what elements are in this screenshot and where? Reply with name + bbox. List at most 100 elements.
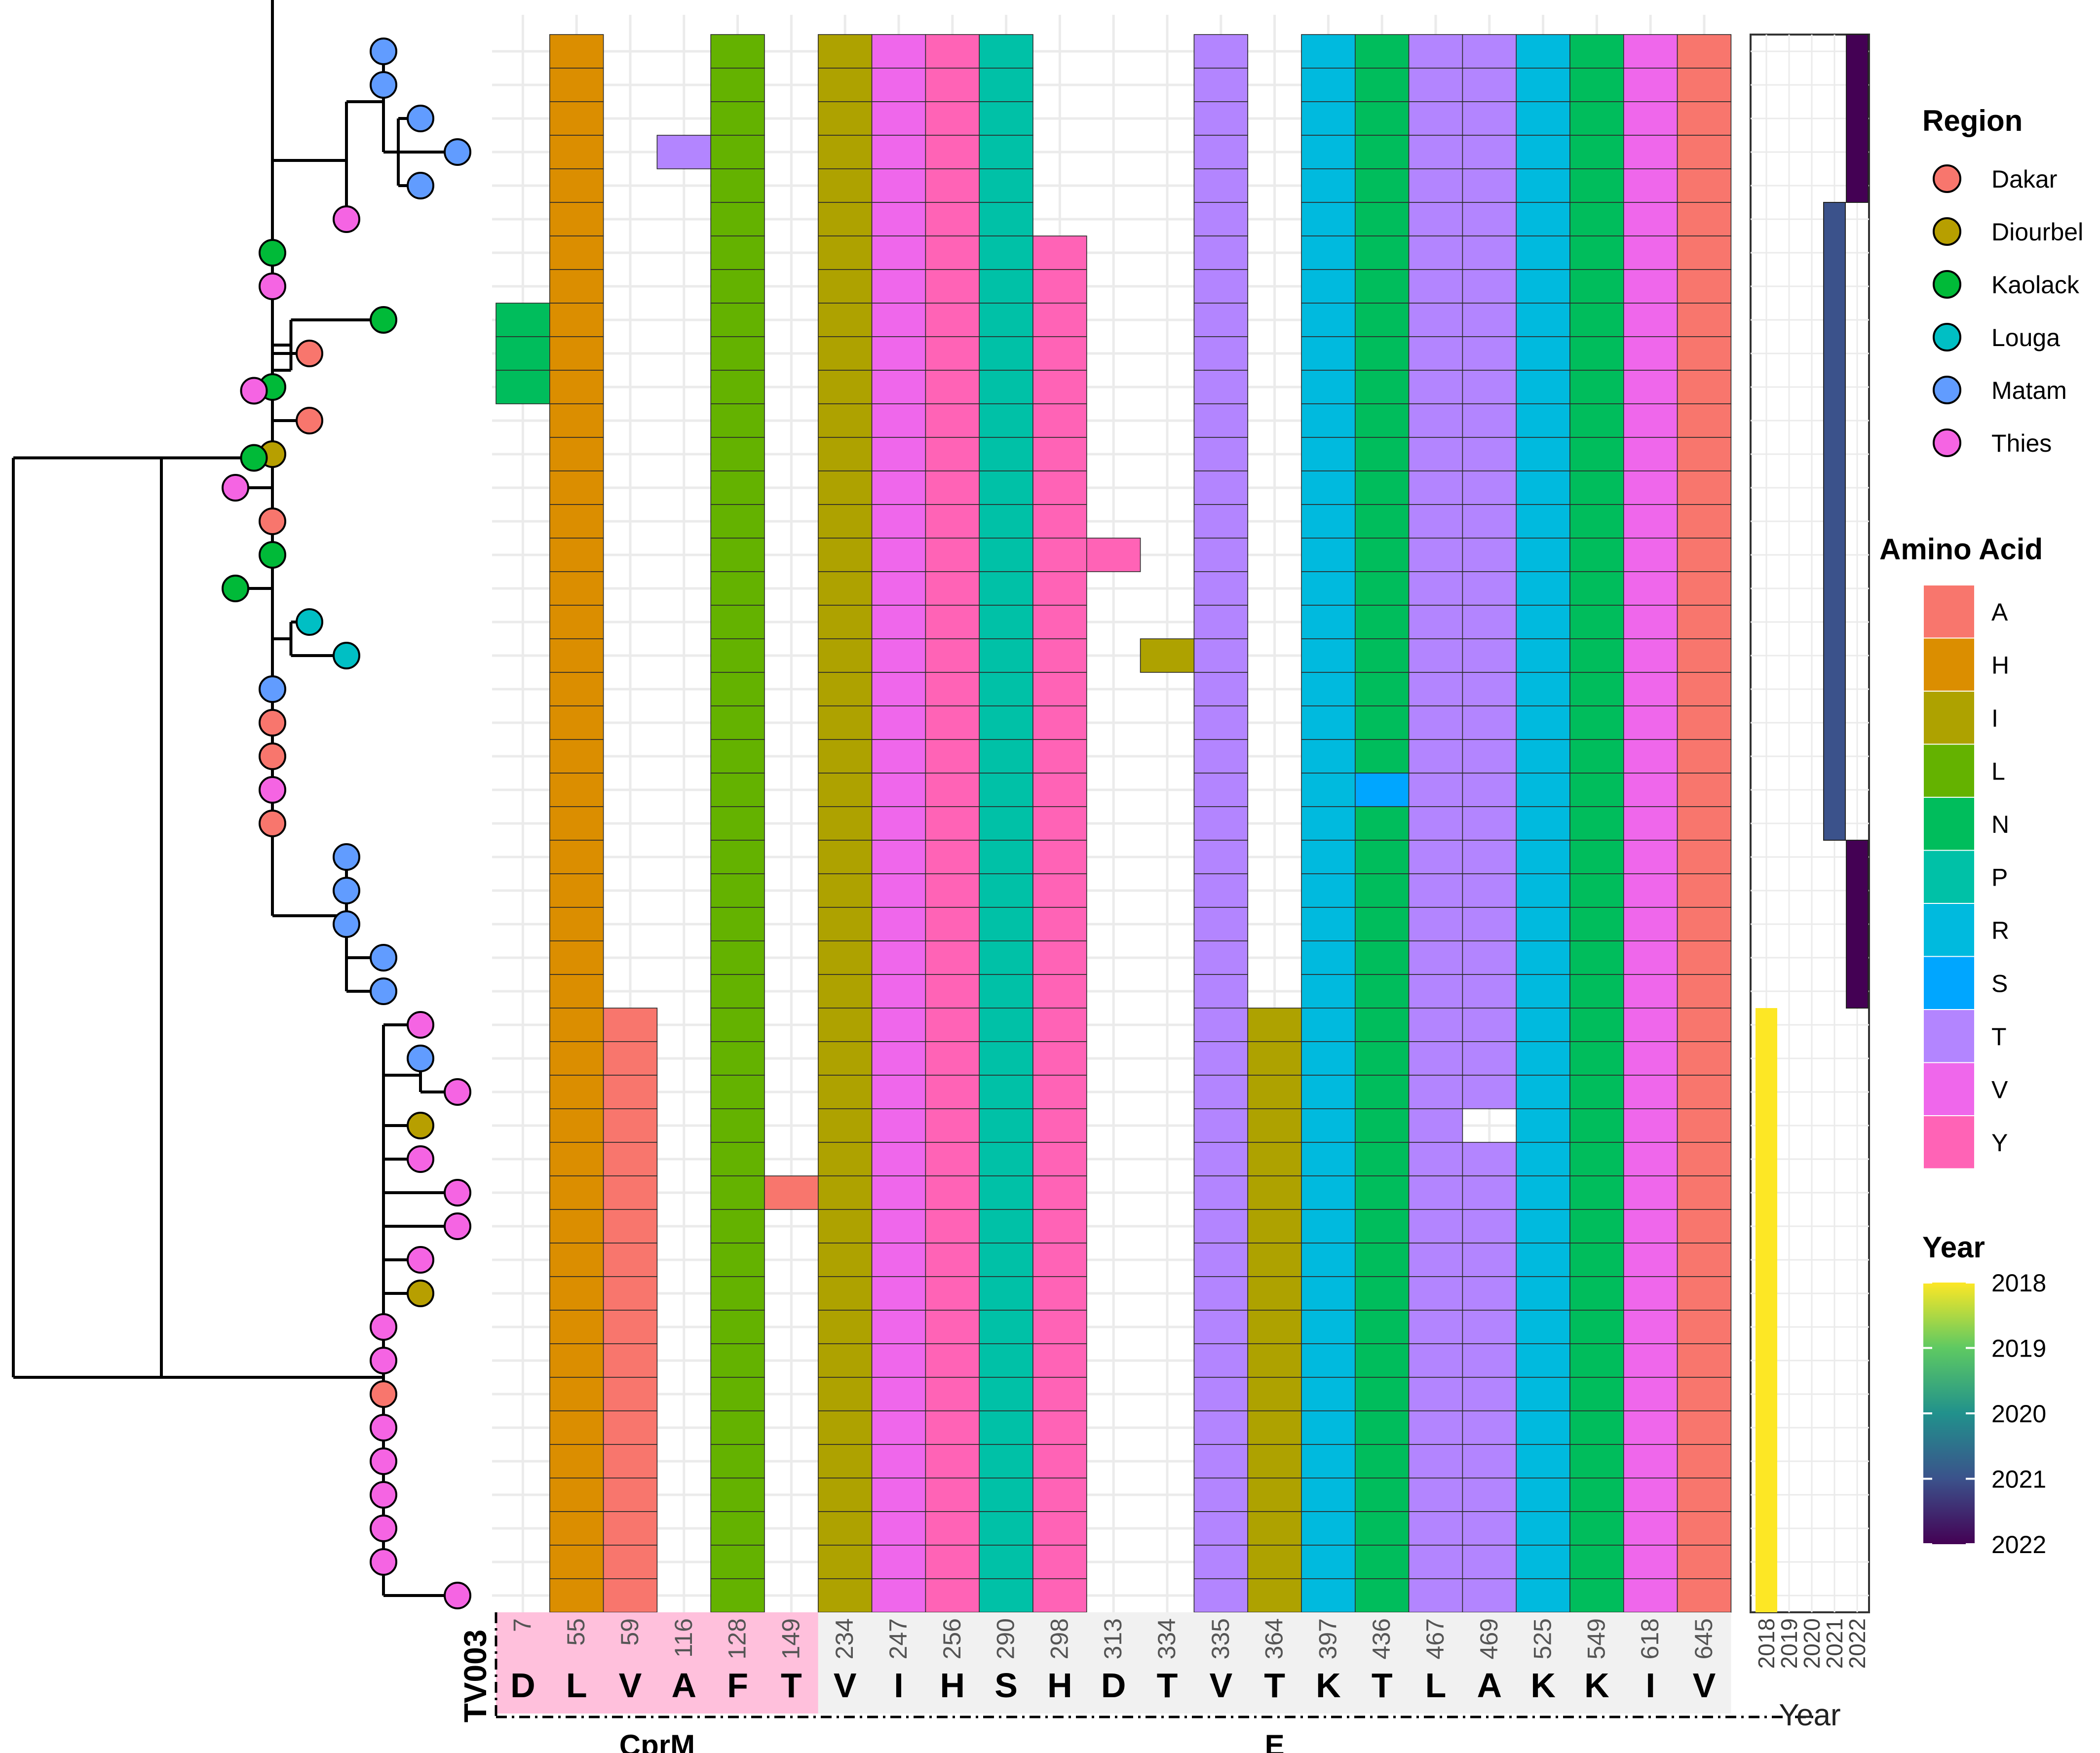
heatmap-cell <box>1247 1578 1302 1613</box>
heatmap-cell <box>1193 538 1248 572</box>
heatmap-cell <box>710 269 765 304</box>
heatmap-cell <box>1032 370 1087 404</box>
heatmap-cell <box>1247 1310 1302 1344</box>
heatmap-cell <box>1623 1310 1678 1344</box>
heatmap-cell <box>1193 336 1248 371</box>
heatmap-cell <box>603 1276 658 1311</box>
heatmap-cell <box>1301 470 1356 505</box>
heatmap-cell <box>979 437 1033 471</box>
heatmap-cell <box>1569 940 1624 975</box>
heatmap-cell <box>925 1108 980 1143</box>
heatmap-cell <box>818 34 873 69</box>
heatmap-cell <box>1569 1444 1624 1479</box>
heatmap-cell <box>710 940 765 975</box>
heatmap-cell <box>979 1578 1033 1613</box>
heatmap-cell <box>1462 403 1517 438</box>
tree-tip-matam <box>259 675 286 703</box>
heatmap-cell <box>1569 1108 1624 1143</box>
heatmap-cell <box>818 1276 873 1311</box>
heatmap-cell <box>603 1108 658 1143</box>
heatmap-cell <box>1193 1310 1248 1344</box>
position-tick-label: 55 <box>562 1618 590 1646</box>
year-bar <box>1846 34 1869 203</box>
heatmap-cell <box>1408 34 1463 69</box>
heatmap-cell <box>1677 705 1732 740</box>
heatmap-cell <box>1408 1478 1463 1512</box>
heatmap-cell <box>1355 269 1410 304</box>
reference-residue-label: I <box>1645 1666 1655 1705</box>
heatmap-cell <box>1516 873 1570 908</box>
heatmap-cell <box>925 68 980 102</box>
heatmap-cell <box>1623 403 1678 438</box>
heatmap-cell <box>1677 1108 1732 1143</box>
heatmap-cell <box>1355 470 1410 505</box>
heatmap-cell <box>1355 605 1410 639</box>
reference-residue-label: H <box>940 1666 965 1705</box>
heatmap-cell <box>979 1478 1033 1512</box>
position-tick-label: 467 <box>1421 1618 1449 1659</box>
heatmap-cell <box>710 1578 765 1613</box>
heatmap-cell <box>1569 1310 1624 1344</box>
year-tick-label: 2021 <box>1822 1618 1847 1669</box>
heatmap-cell <box>925 907 980 941</box>
tree-tip-kaolack <box>259 239 286 267</box>
heatmap-cell <box>1355 1410 1410 1445</box>
heatmap-cell <box>1677 940 1732 975</box>
heatmap-cell <box>710 571 765 606</box>
position-tick-label: 7 <box>508 1618 536 1632</box>
heatmap-cell <box>871 873 926 908</box>
heatmap-cell <box>1247 1276 1302 1311</box>
heatmap-cell <box>1193 1142 1248 1176</box>
region-legend-swatch <box>1933 323 1961 351</box>
heatmap-cell <box>871 135 926 169</box>
heatmap-cell <box>871 1545 926 1579</box>
heatmap-cell <box>710 974 765 1009</box>
heatmap-cell <box>1032 504 1087 539</box>
heatmap-cell <box>710 1276 765 1311</box>
heatmap-cell <box>1623 504 1678 539</box>
position-tick-label: 128 <box>724 1618 751 1659</box>
heatmap-cell <box>979 1142 1033 1176</box>
heatmap-cell <box>1462 1410 1517 1445</box>
heatmap-cell <box>1516 235 1570 270</box>
heatmap-cell <box>1462 437 1517 471</box>
reference-residue-label: T <box>1264 1666 1285 1705</box>
heatmap-cell <box>1247 1511 1302 1546</box>
tree-tip-thies <box>444 1582 471 1609</box>
heatmap-cell <box>1462 202 1517 236</box>
heatmap-cell <box>1032 1545 1087 1579</box>
tree-tip-kaolack <box>370 306 397 334</box>
heatmap-cell <box>1355 101 1410 136</box>
reference-residue-label: D <box>510 1666 535 1705</box>
heatmap-cell <box>1569 235 1624 270</box>
region-legend-label: Kaolack <box>1991 271 2080 299</box>
heatmap-cell <box>1623 873 1678 908</box>
heatmap-cell <box>1032 1108 1087 1143</box>
tree-tip-louga <box>296 608 323 636</box>
heatmap-cell <box>979 1175 1033 1210</box>
heatmap-cell <box>1677 1041 1732 1076</box>
heatmap-cell <box>925 1142 980 1176</box>
heatmap-cell <box>710 907 765 941</box>
heatmap-cell <box>1623 1243 1678 1277</box>
heatmap-cell <box>603 1578 658 1613</box>
year-bar <box>1756 1008 1777 1612</box>
heatmap-cell <box>1032 235 1087 270</box>
heatmap-cell <box>1623 773 1678 807</box>
heatmap-cell <box>1623 1008 1678 1042</box>
heatmap-cell <box>818 773 873 807</box>
heatmap-cell <box>1677 1142 1732 1176</box>
heatmap-cell <box>1462 773 1517 807</box>
tree-tip-diourbel <box>407 1280 434 1307</box>
reference-residue-label: A <box>1477 1666 1502 1705</box>
heatmap-cell <box>710 773 765 807</box>
heatmap-cell <box>549 1243 604 1277</box>
reference-residue-label: K <box>1530 1666 1556 1705</box>
reference-residue-label: L <box>566 1666 587 1705</box>
heatmap-cell <box>1516 1511 1570 1546</box>
heatmap-cell <box>1408 1511 1463 1546</box>
heatmap-cell <box>979 370 1033 404</box>
heatmap-cell <box>818 1377 873 1411</box>
heatmap-cell <box>1301 1008 1356 1042</box>
heatmap-cell <box>710 1478 765 1512</box>
